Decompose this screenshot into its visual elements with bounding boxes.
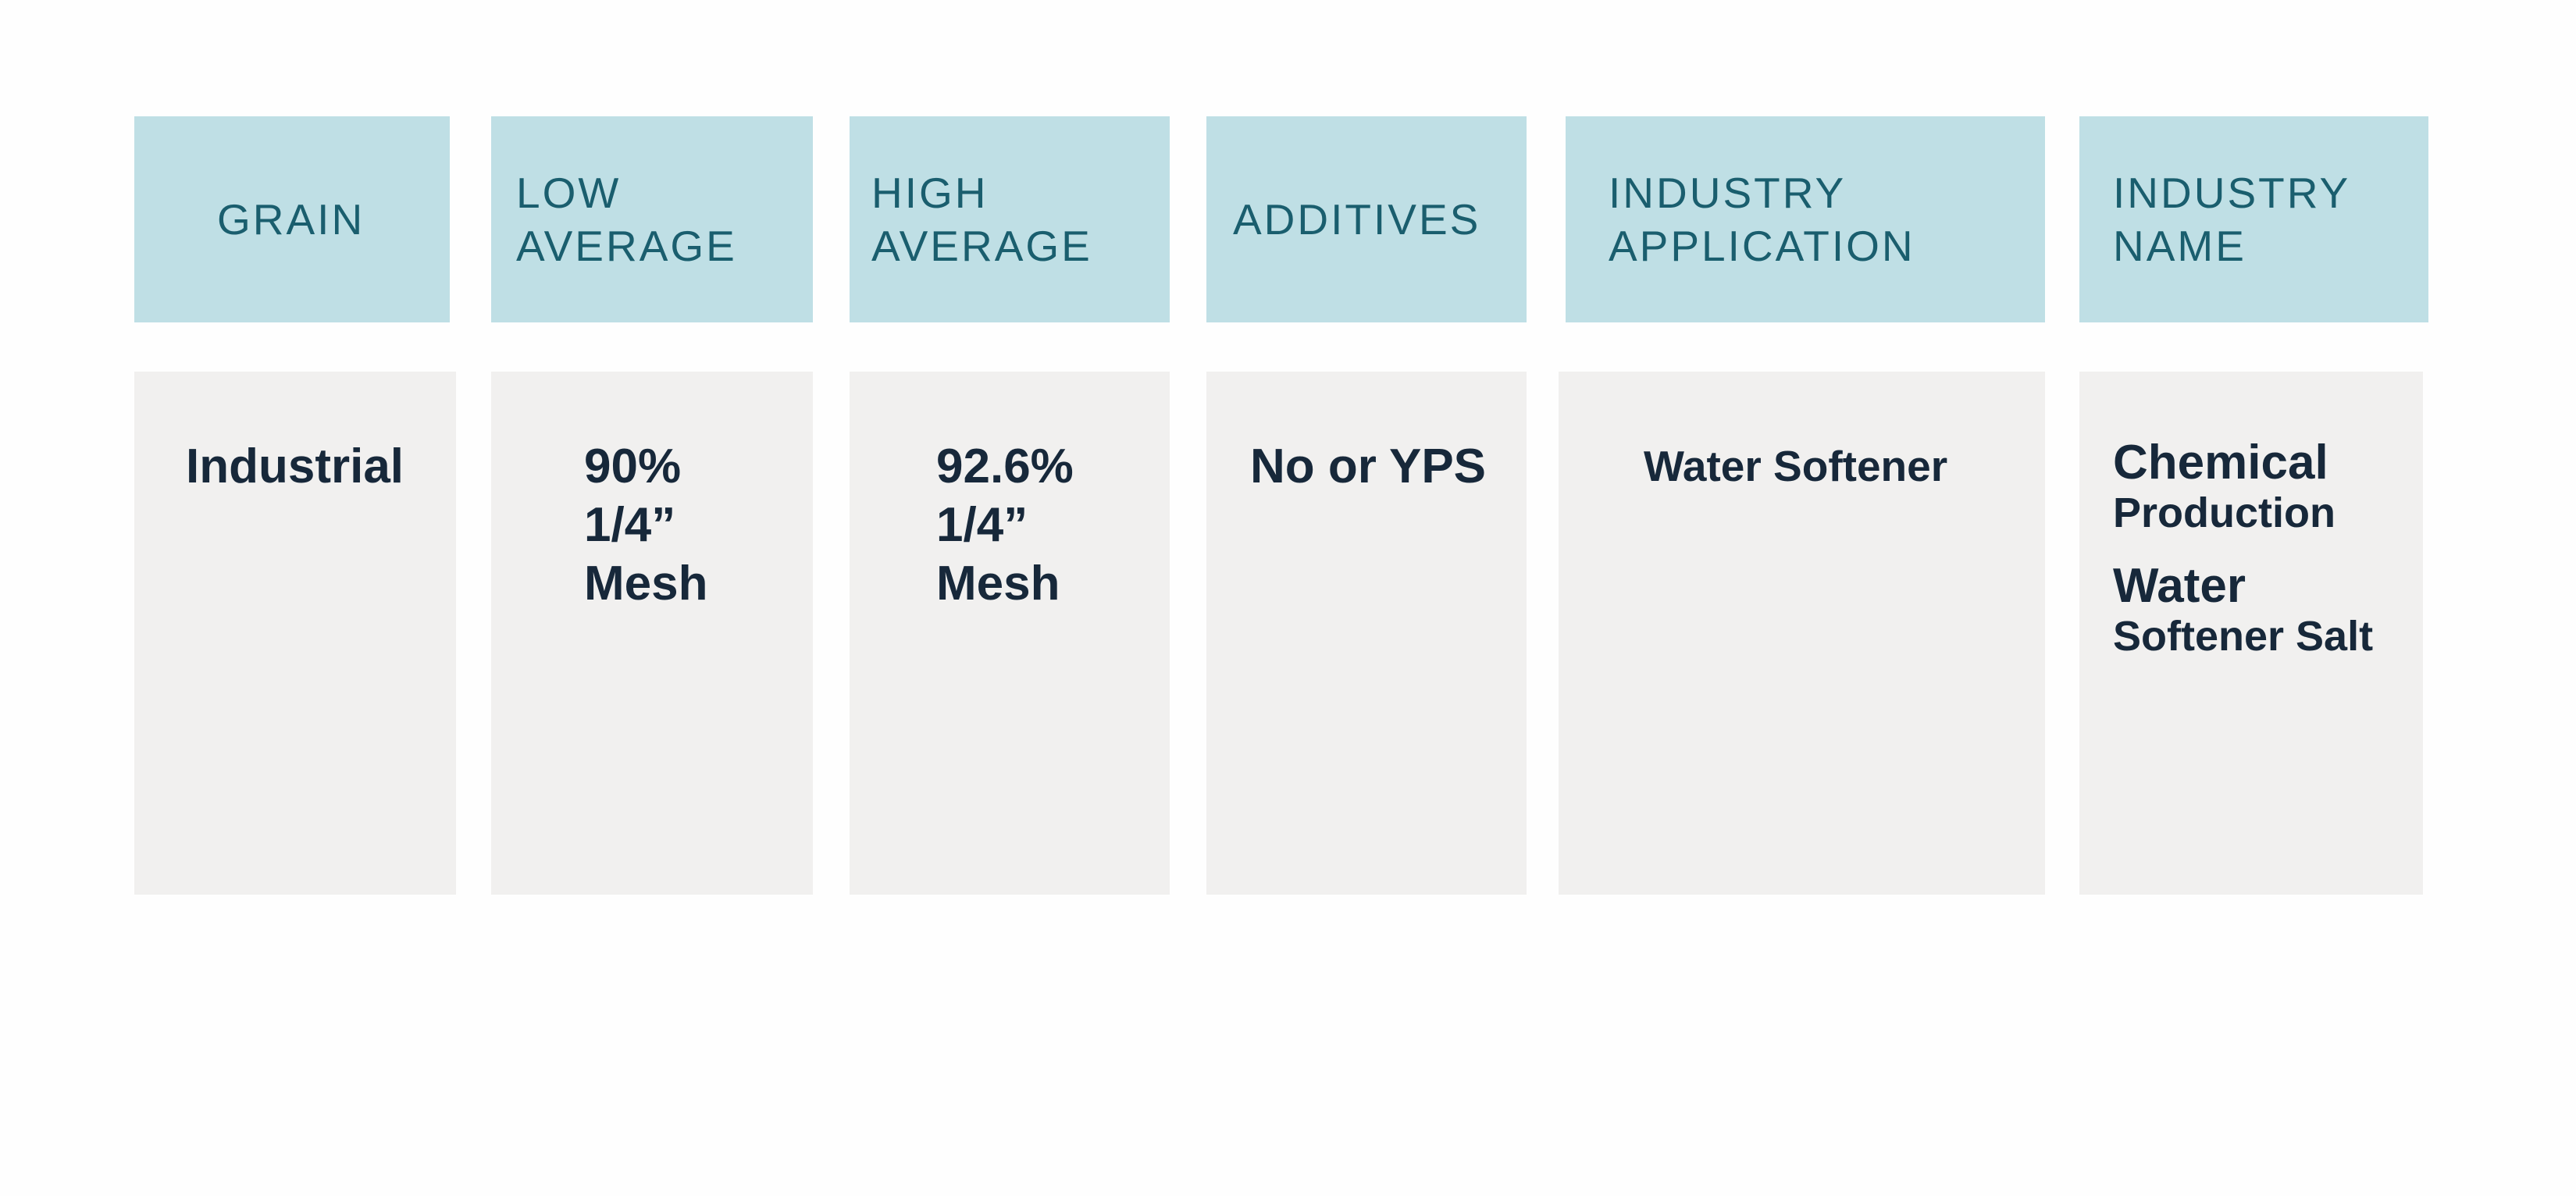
body-cell: Water Softener bbox=[1559, 372, 2045, 895]
header-text: NAME bbox=[2113, 222, 2246, 270]
cell-line: 1/4” bbox=[584, 498, 676, 552]
body-cell: No or YPS bbox=[1206, 372, 1527, 895]
cell-text: No or YPS bbox=[1250, 437, 1486, 496]
cell-text: 92.6% 1/4” Mesh bbox=[936, 437, 1074, 613]
header-cell: INDUSTRY NAME bbox=[2079, 116, 2428, 322]
cell-line: Mesh bbox=[936, 557, 1060, 610]
cell-line: Industrial bbox=[186, 440, 404, 493]
header-text: INDUSTRY bbox=[2113, 169, 2351, 217]
cell-line: Chemical bbox=[2113, 436, 2328, 489]
header-text: AVERAGE bbox=[871, 222, 1092, 270]
header-text: ADDITIVES bbox=[1233, 195, 1481, 244]
header-text: AVERAGE bbox=[516, 222, 737, 270]
header-text: APPLICATION bbox=[1609, 222, 1915, 270]
cell-line: 90% bbox=[584, 440, 682, 493]
cell-line: Softener Salt bbox=[2113, 613, 2374, 660]
cell-line: 92.6% bbox=[936, 440, 1074, 493]
cell-line: No or YPS bbox=[1250, 440, 1487, 493]
header-text: HIGH bbox=[871, 169, 989, 217]
header-cell: LOW AVERAGE bbox=[491, 116, 813, 322]
header-cell: GRAIN bbox=[134, 116, 450, 322]
cell-text: 90% 1/4” Mesh bbox=[584, 437, 707, 613]
body-cell: 92.6% 1/4” Mesh bbox=[850, 372, 1170, 895]
body-cell: Chemical Production Water Softener Salt bbox=[2079, 372, 2423, 895]
header-text: GRAIN bbox=[217, 195, 365, 244]
body-cell: Industrial bbox=[134, 372, 456, 895]
cell-text: Water Softener bbox=[1644, 437, 1947, 496]
cell-line: Mesh bbox=[584, 557, 708, 610]
body-cell: 90% 1/4” Mesh bbox=[491, 372, 813, 895]
cell-line: Water bbox=[2113, 559, 2246, 613]
cell-text: Chemical Production Water Softener Salt bbox=[2113, 437, 2373, 660]
header-text: LOW bbox=[516, 169, 622, 217]
header-cell: ADDITIVES bbox=[1206, 116, 1527, 322]
header-text: INDUSTRY bbox=[1609, 169, 1847, 217]
cell-line: Production bbox=[2113, 489, 2336, 536]
cell-line: 1/4” bbox=[936, 498, 1028, 552]
header-cell: INDUSTRY APPLICATION bbox=[1566, 116, 2045, 322]
cell-text: Industrial bbox=[186, 437, 404, 496]
header-cell: HIGH AVERAGE bbox=[850, 116, 1170, 322]
cell-line: Water Softener bbox=[1644, 442, 1948, 490]
